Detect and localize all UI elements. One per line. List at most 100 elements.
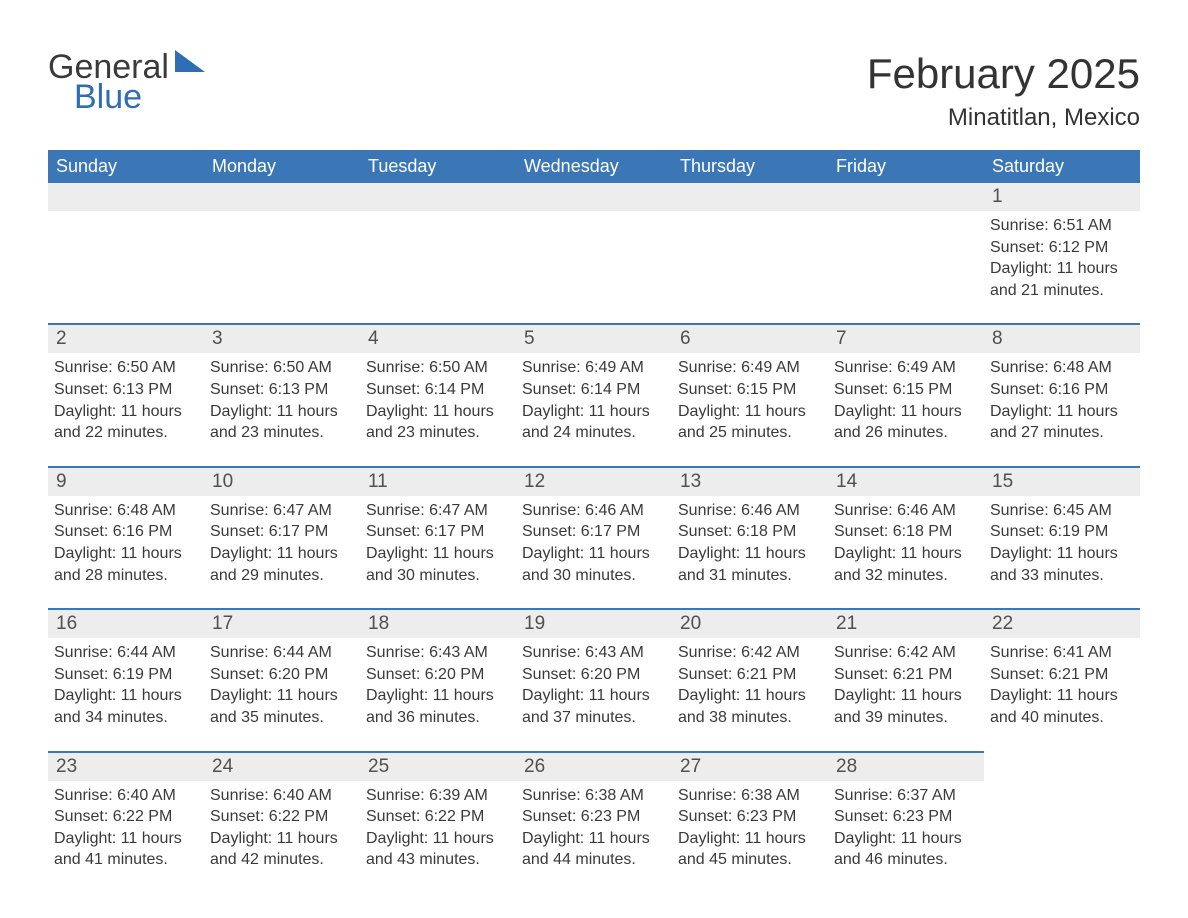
day-number: 4: [368, 328, 379, 349]
calendar-day-empty: [516, 183, 672, 323]
day-number: 19: [524, 613, 545, 634]
daylight-text: and 25 minutes.: [678, 422, 822, 444]
daylight-text: and 42 minutes.: [210, 849, 354, 871]
day-number: 3: [212, 328, 223, 349]
sunrise-text: Sunrise: 6:48 AM: [54, 500, 198, 522]
day-number-strip: 17: [204, 608, 360, 638]
day-number-strip: [516, 183, 672, 211]
weeks-container: 1Sunrise: 6:51 AMSunset: 6:12 PMDaylight…: [48, 183, 1140, 893]
calendar-day: 21Sunrise: 6:42 AMSunset: 6:21 PMDayligh…: [828, 608, 984, 750]
sunset-text: Sunset: 6:15 PM: [834, 379, 978, 401]
calendar-week: 16 Sunrise: 6:44 AM Sunset: 6:19 PM Dayligh…: [48, 608, 1140, 750]
day-number: 11: [368, 471, 388, 492]
sunrise-text: Sunrise: 6:50 AM: [54, 357, 198, 379]
day-number-strip: 16: [48, 608, 204, 638]
calendar-day-empty: [204, 183, 360, 323]
day-number-strip: 22: [984, 608, 1140, 638]
daylight-text: Daylight: 11 hours: [990, 685, 1134, 707]
calendar-day: 22 Sunrise: 6:41 AMSunset: 6:21 PMDayligh…: [984, 608, 1140, 750]
dow-wednesday: Wednesday: [516, 150, 672, 183]
sunrise-text: Sunrise: 6:46 AM: [678, 500, 822, 522]
day-number-strip: 3: [204, 323, 360, 353]
sunrise-text: Sunrise: 6:46 AM: [522, 500, 666, 522]
location: Minatitlan, Mexico: [867, 104, 1140, 132]
daylight-text: and 23 minutes.: [366, 422, 510, 444]
sunrise-text: Sunrise: 6:41 AM: [990, 642, 1134, 664]
calendar-day: 6Sunrise: 6:49 AMSunset: 6:15 PMDaylight…: [672, 323, 828, 465]
day-number-strip: 1: [984, 183, 1140, 211]
day-number-strip: 19: [516, 608, 672, 638]
daylight-text: Daylight: 11 hours: [522, 685, 666, 707]
day-number-strip: 7: [828, 323, 984, 353]
daylight-text: Daylight: 11 hours: [366, 543, 510, 565]
daylight-text: and 41 minutes.: [54, 849, 198, 871]
daylight-text: Daylight: 11 hours: [834, 543, 978, 565]
sunset-text: Sunset: 6:16 PM: [990, 379, 1134, 401]
brand-triangle-icon: [175, 50, 205, 77]
sunrise-text: Sunrise: 6:44 AM: [210, 642, 354, 664]
daylight-text: and 40 minutes.: [990, 707, 1134, 729]
calendar-day: 28Sunrise: 6:37 AMSunset: 6:23 PMDayligh…: [828, 751, 984, 893]
brand-word2: Blue: [74, 80, 231, 114]
sunset-text: Sunset: 6:18 PM: [678, 521, 822, 543]
daylight-text: Daylight: 11 hours: [54, 828, 198, 850]
daylight-text: Daylight: 11 hours: [522, 828, 666, 850]
daylight-text: Daylight: 11 hours: [210, 685, 354, 707]
day-number: 10: [212, 471, 233, 492]
calendar-day: 9Sunrise: 6:48 AMSunset: 6:16 PMDaylight…: [48, 466, 204, 608]
day-number: 9: [56, 471, 67, 492]
calendar-day: 7 Sunrise: 6:49 AMSunset: 6:15 PMDaylight…: [828, 323, 984, 465]
sunrise-text: Sunrise: 6:47 AM: [366, 500, 510, 522]
day-number-strip: 2: [48, 323, 204, 353]
calendar-day: 1Sunrise: 6:51 AMSunset: 6:12 PMDaylight…: [984, 183, 1140, 323]
day-number-strip: 27: [672, 751, 828, 781]
day-number-strip: [360, 183, 516, 211]
sunrise-text: Sunrise: 6:42 AM: [678, 642, 822, 664]
sunrise-text: Sunrise: 6:38 AM: [522, 785, 666, 807]
day-number-strip: 20: [672, 608, 828, 638]
daylight-text: and 38 minutes.: [678, 707, 822, 729]
calendar-day-empty: [984, 751, 1140, 893]
calendar-day-empty: [828, 183, 984, 323]
daylight-text: and 35 minutes.: [210, 707, 354, 729]
sunset-text: Sunset: 6:16 PM: [54, 521, 198, 543]
dow-sunday: Sunday: [48, 150, 204, 183]
sunrise-text: Sunrise: 6:43 AM: [522, 642, 666, 664]
daylight-text: and 24 minutes.: [522, 422, 666, 444]
calendar-day: 11Sunrise: 6:47 AMSunset: 6:17 PMDayligh…: [360, 466, 516, 608]
daylight-text: and 44 minutes.: [522, 849, 666, 871]
calendar-day: 8Sunrise: 6:48 AMSunset: 6:16 PMDaylight…: [984, 323, 1140, 465]
calendar-day: 15Sunrise: 6:45 AMSunset: 6:19 PMDayligh…: [984, 466, 1140, 608]
day-number: 20: [680, 613, 701, 634]
calendar-day: 13Sunrise: 6:46 AMSunset: 6:18 PMDayligh…: [672, 466, 828, 608]
day-number: 15: [992, 471, 1013, 492]
sunrise-text: Sunrise: 6:48 AM: [990, 357, 1134, 379]
daylight-text: and 29 minutes.: [210, 565, 354, 587]
sunset-text: Sunset: 6:19 PM: [54, 664, 198, 686]
calendar-week: 2Sunrise: 6:50 AMSunset: 6:13 PMDaylight…: [48, 323, 1140, 465]
day-number-strip: 28: [828, 751, 984, 781]
day-number-strip: 15: [984, 466, 1140, 496]
daylight-text: Daylight: 11 hours: [990, 543, 1134, 565]
daylight-text: and 28 minutes.: [54, 565, 198, 587]
sunset-text: Sunset: 6:19 PM: [990, 521, 1134, 543]
calendar-week: 23Sunrise: 6:40 AMSunset: 6:22 PMDayligh…: [48, 751, 1140, 893]
daylight-text: and 45 minutes.: [678, 849, 822, 871]
dow-saturday: Saturday: [984, 150, 1140, 183]
calendar-day-empty: [48, 183, 204, 323]
daylight-text: Daylight: 11 hours: [54, 401, 198, 423]
dow-monday: Monday: [204, 150, 360, 183]
daylight-text: Daylight: 11 hours: [990, 401, 1134, 423]
sunset-text: Sunset: 6:21 PM: [990, 664, 1134, 686]
sunrise-text: Sunrise: 6:39 AM: [366, 785, 510, 807]
calendar-day: 25Sunrise: 6:39 AMSunset: 6:22 PMDayligh…: [360, 751, 516, 893]
calendar-day-empty: [672, 183, 828, 323]
daylight-text: Daylight: 11 hours: [834, 401, 978, 423]
daylight-text: and 27 minutes.: [990, 422, 1134, 444]
sunrise-text: Sunrise: 6:49 AM: [834, 357, 978, 379]
daylight-text: Daylight: 11 hours: [678, 401, 822, 423]
sunset-text: Sunset: 6:17 PM: [210, 521, 354, 543]
calendar-day: 24Sunrise: 6:40 AMSunset: 6:22 PMDayligh…: [204, 751, 360, 893]
daylight-text: Daylight: 11 hours: [678, 828, 822, 850]
calendar-day-empty: [360, 183, 516, 323]
